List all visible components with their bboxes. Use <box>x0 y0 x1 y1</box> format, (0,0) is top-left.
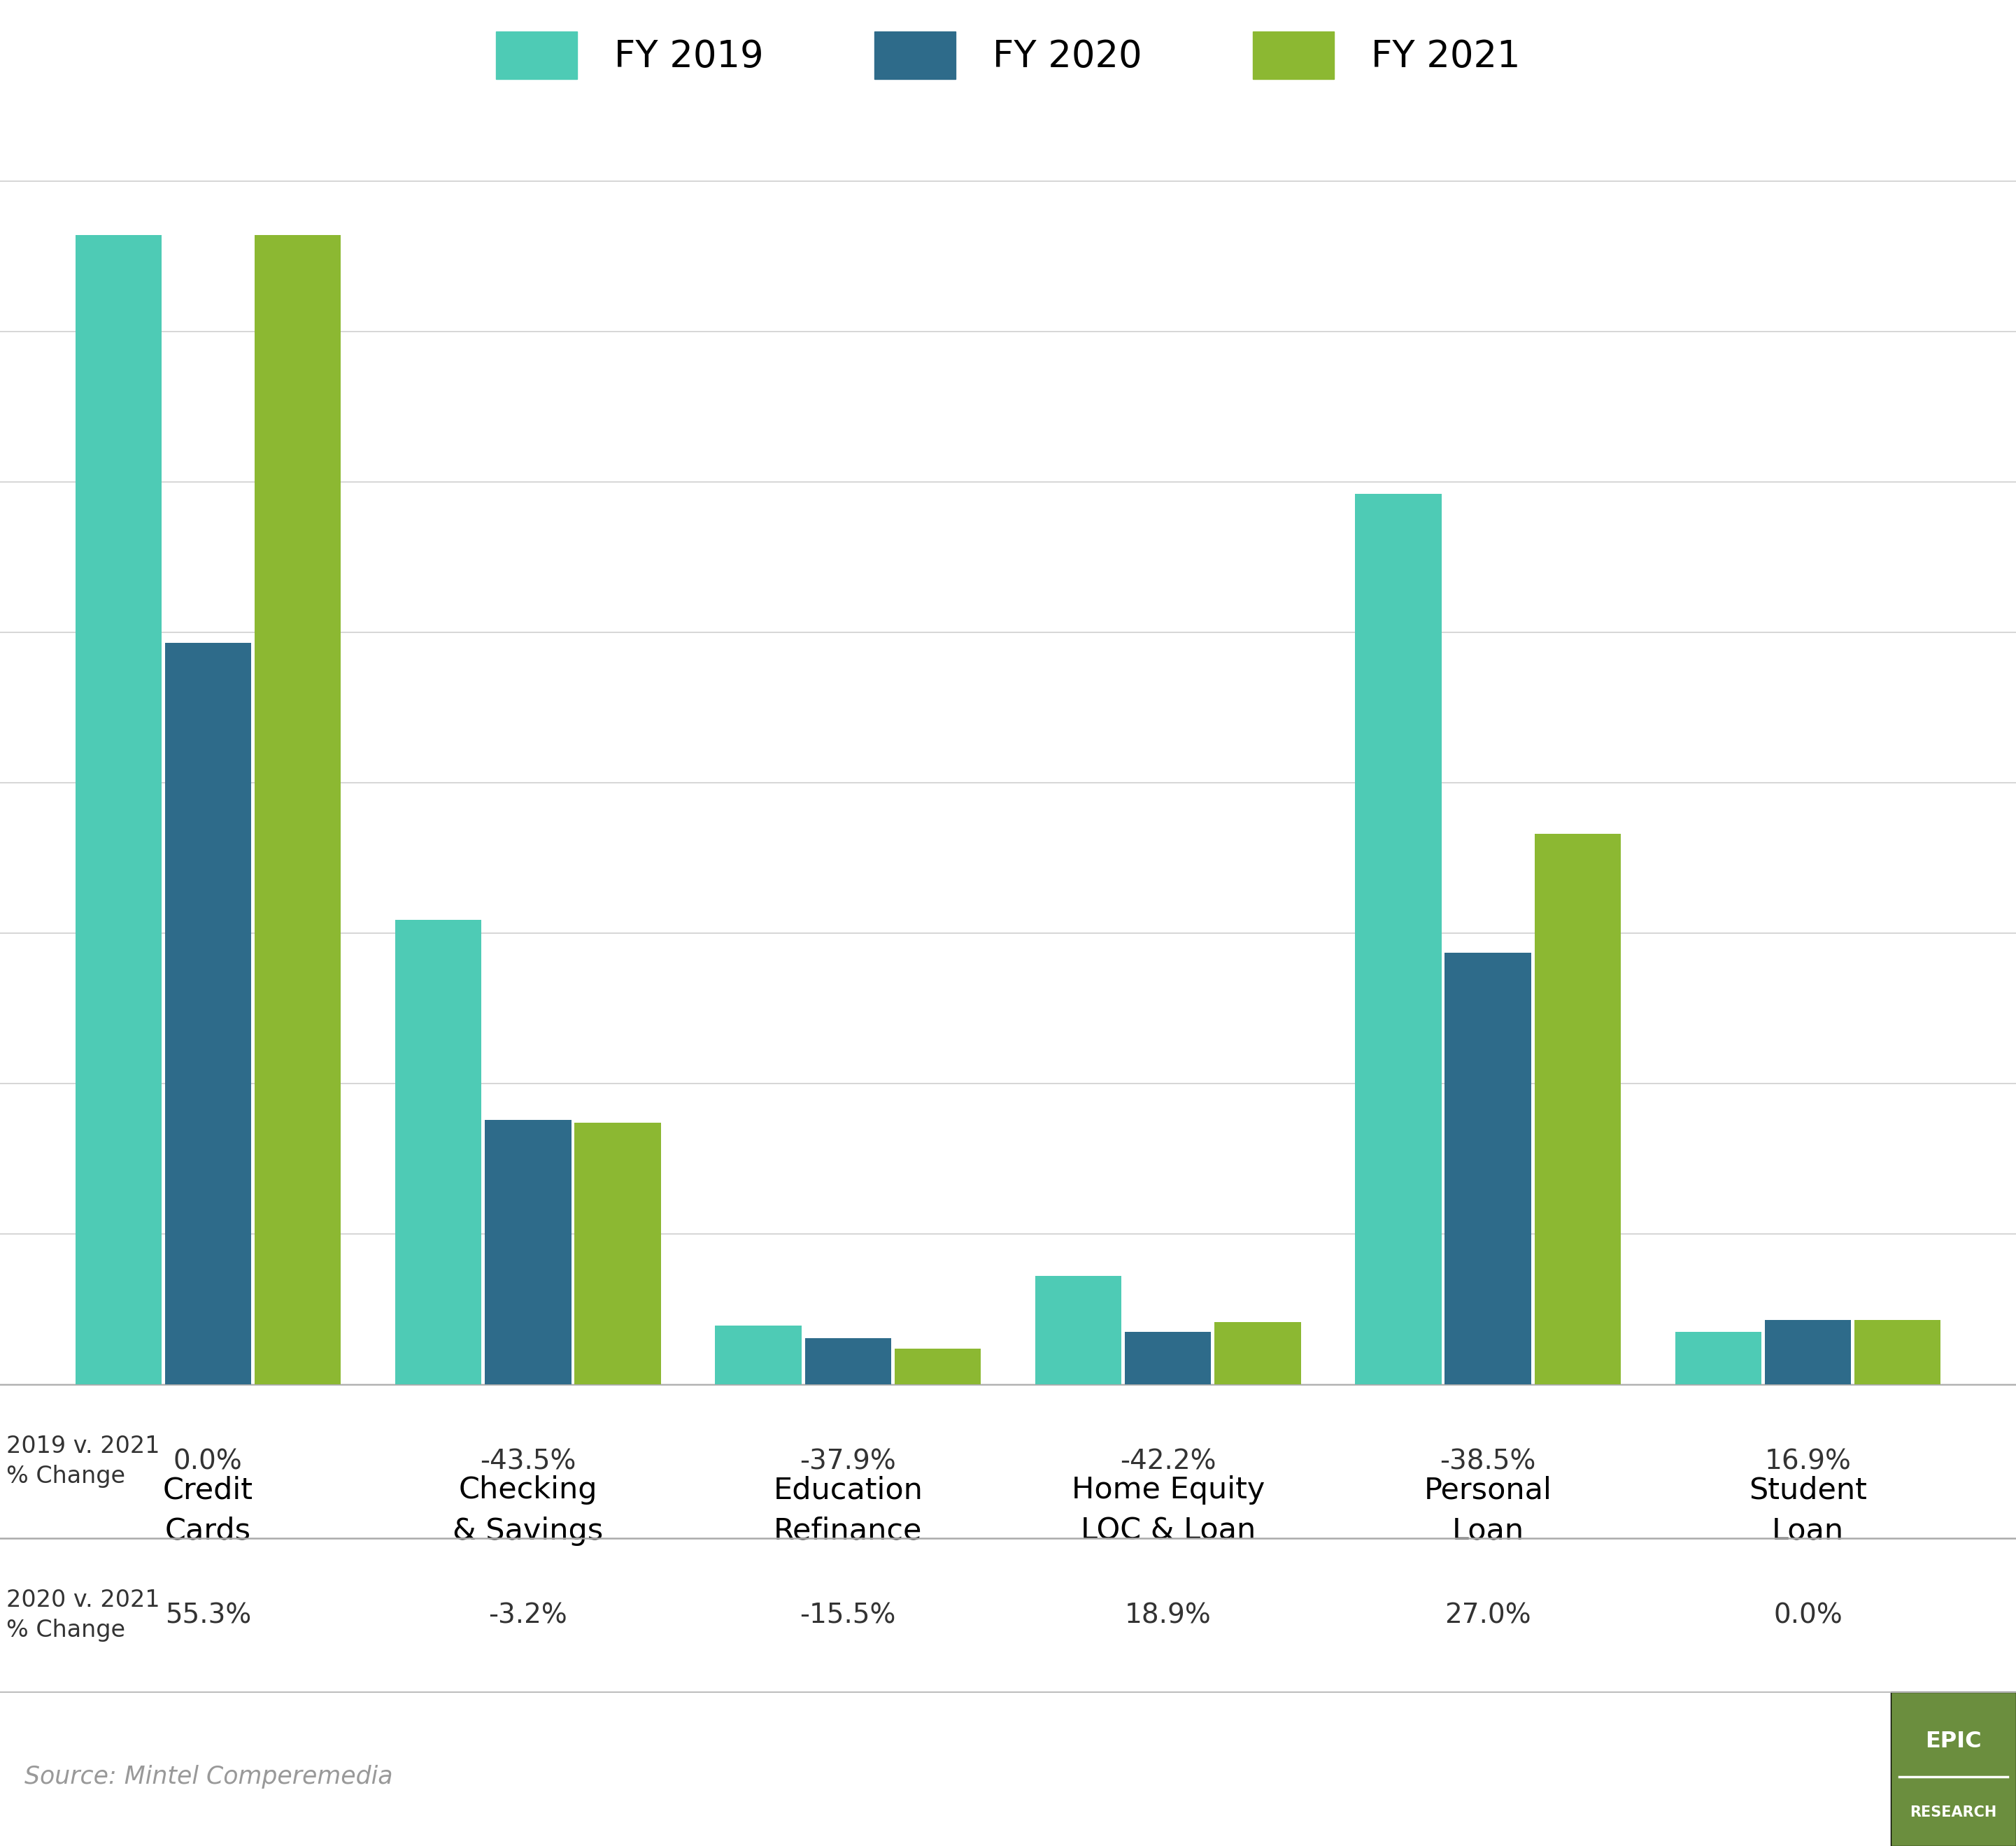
Text: RESEARCH: RESEARCH <box>1909 1805 1998 1818</box>
Text: 0.0%: 0.0% <box>1774 1602 1843 1628</box>
Text: -42.2%: -42.2% <box>1121 1447 1216 1475</box>
Bar <box>254 234 341 1384</box>
Bar <box>1764 1320 1851 1384</box>
Bar <box>1855 1320 1941 1384</box>
Text: EPIC: EPIC <box>1925 1730 1982 1752</box>
Text: 16.9%: 16.9% <box>1764 1447 1851 1475</box>
Bar <box>165 642 252 1384</box>
Bar <box>804 1338 891 1384</box>
Text: 2020 v. 2021
% Change: 2020 v. 2021 % Change <box>6 1589 159 1641</box>
Text: -3.2%: -3.2% <box>488 1602 566 1628</box>
Text: 55.3%: 55.3% <box>165 1602 252 1628</box>
Text: 18.9%: 18.9% <box>1125 1602 1212 1628</box>
Legend: FY 2019, FY 2020, FY 2021: FY 2019, FY 2020, FY 2021 <box>478 13 1538 98</box>
Text: 2019 v. 2021
% Change: 2019 v. 2021 % Change <box>6 1434 159 1488</box>
Bar <box>75 234 161 1384</box>
Text: -38.5%: -38.5% <box>1439 1447 1536 1475</box>
Text: Source: Mintel Comperemedia: Source: Mintel Comperemedia <box>24 1765 393 1789</box>
Bar <box>1534 834 1621 1384</box>
Bar <box>895 1348 982 1384</box>
Bar <box>1355 495 1441 1384</box>
FancyBboxPatch shape <box>1891 1693 2016 1846</box>
Bar <box>575 1122 661 1384</box>
Text: -37.9%: -37.9% <box>800 1447 897 1475</box>
Bar <box>716 1325 802 1384</box>
Bar <box>1445 953 1532 1384</box>
Bar <box>1675 1331 1762 1384</box>
Bar <box>1125 1331 1212 1384</box>
Text: 0.0%: 0.0% <box>173 1447 242 1475</box>
Bar <box>1034 1276 1121 1384</box>
Text: -43.5%: -43.5% <box>480 1447 577 1475</box>
Bar <box>1214 1322 1300 1384</box>
Bar <box>395 919 482 1384</box>
Text: DIRECT MAIL VOLUME: FULL YEAR 2019, 2020, 2021: DIRECT MAIL VOLUME: FULL YEAR 2019, 2020… <box>44 33 1633 87</box>
Text: -15.5%: -15.5% <box>800 1602 895 1628</box>
Bar <box>484 1121 571 1384</box>
Text: 27.0%: 27.0% <box>1445 1602 1532 1628</box>
